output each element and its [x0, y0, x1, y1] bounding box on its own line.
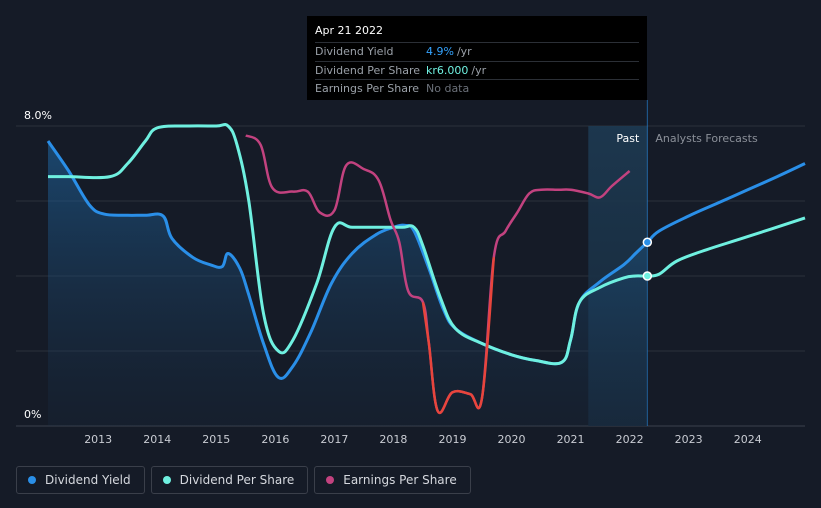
- tooltip-label: Dividend Per Share: [315, 63, 421, 77]
- y-tick-label-bottom: 0%: [24, 408, 41, 421]
- dividend-yield-dot-icon: [28, 476, 36, 484]
- legend-label: Earnings Per Share: [343, 473, 457, 487]
- tooltip: Apr 21 2022 Dividend Yield 4.9% /yr Divi…: [307, 16, 647, 100]
- past-label: Past: [616, 132, 640, 145]
- yield-area: [48, 141, 648, 426]
- x-tick-label: 2019: [438, 433, 466, 446]
- x-tick-label: 2020: [498, 433, 526, 446]
- x-tick-label: 2023: [675, 433, 703, 446]
- tooltip-row-dividend-yield: Dividend Yield 4.9% /yr: [315, 42, 639, 61]
- yield-area-fill: [48, 141, 648, 426]
- earnings-per-share-negative-segment: [421, 257, 496, 415]
- x-tick-label: 2021: [557, 433, 585, 446]
- tooltip-unit: /yr: [456, 45, 472, 59]
- x-tick-label: 2014: [143, 433, 171, 446]
- x-tick-label: 2017: [320, 433, 348, 446]
- tooltip-value: No data: [426, 82, 470, 96]
- x-tick-label: 2015: [202, 433, 230, 446]
- legend-label: Dividend Yield: [45, 473, 131, 487]
- tooltip-markers: [642, 237, 653, 281]
- x-tick-label: 2018: [379, 433, 407, 446]
- dividend-per-share-dot-icon: [162, 476, 171, 484]
- x-tick-label: 2013: [84, 433, 112, 446]
- legend: Dividend Yield Dividend Per Share Earnin…: [16, 466, 471, 494]
- tooltip-row-dividend-per-share: Dividend Per Share kr6.000 /yr: [315, 60, 639, 80]
- legend-label: Dividend Per Share: [179, 473, 295, 487]
- y-tick-label-top: 8.0%: [24, 109, 52, 122]
- earnings-per-share-dot-icon: [326, 476, 335, 484]
- series-lines: [46, 123, 806, 415]
- x-tick-label: 2016: [261, 433, 289, 446]
- tooltip-unit: /yr: [471, 63, 487, 77]
- tooltip-row-earnings-per-share: Earnings Per Share No data: [315, 79, 639, 98]
- tooltip-value: kr6.000: [426, 63, 469, 77]
- legend-item-dividend-yield[interactable]: Dividend Yield: [16, 466, 145, 494]
- dividend-per-share-line: [47, 123, 806, 366]
- x-tick-label: 2024: [734, 433, 762, 446]
- x-tick-label: 2022: [616, 433, 644, 446]
- dividend-per-share-marker: [642, 271, 653, 281]
- legend-item-earnings-per-share[interactable]: Earnings Per Share: [314, 466, 471, 494]
- tooltip-date: Apr 21 2022: [315, 24, 384, 37]
- dividend-yield-marker: [642, 237, 653, 247]
- tooltip-value: 4.9%: [426, 45, 454, 59]
- forecast-label: Analysts Forecasts: [655, 132, 758, 145]
- tooltip-label: Dividend Yield: [315, 45, 394, 59]
- legend-item-dividend-per-share[interactable]: Dividend Per Share: [150, 466, 309, 494]
- tooltip-label: Earnings Per Share: [315, 82, 420, 96]
- x-axis: 2013 2014 2015 2016 2017 2018 2019 2020 2021 2022…: [84, 433, 762, 446]
